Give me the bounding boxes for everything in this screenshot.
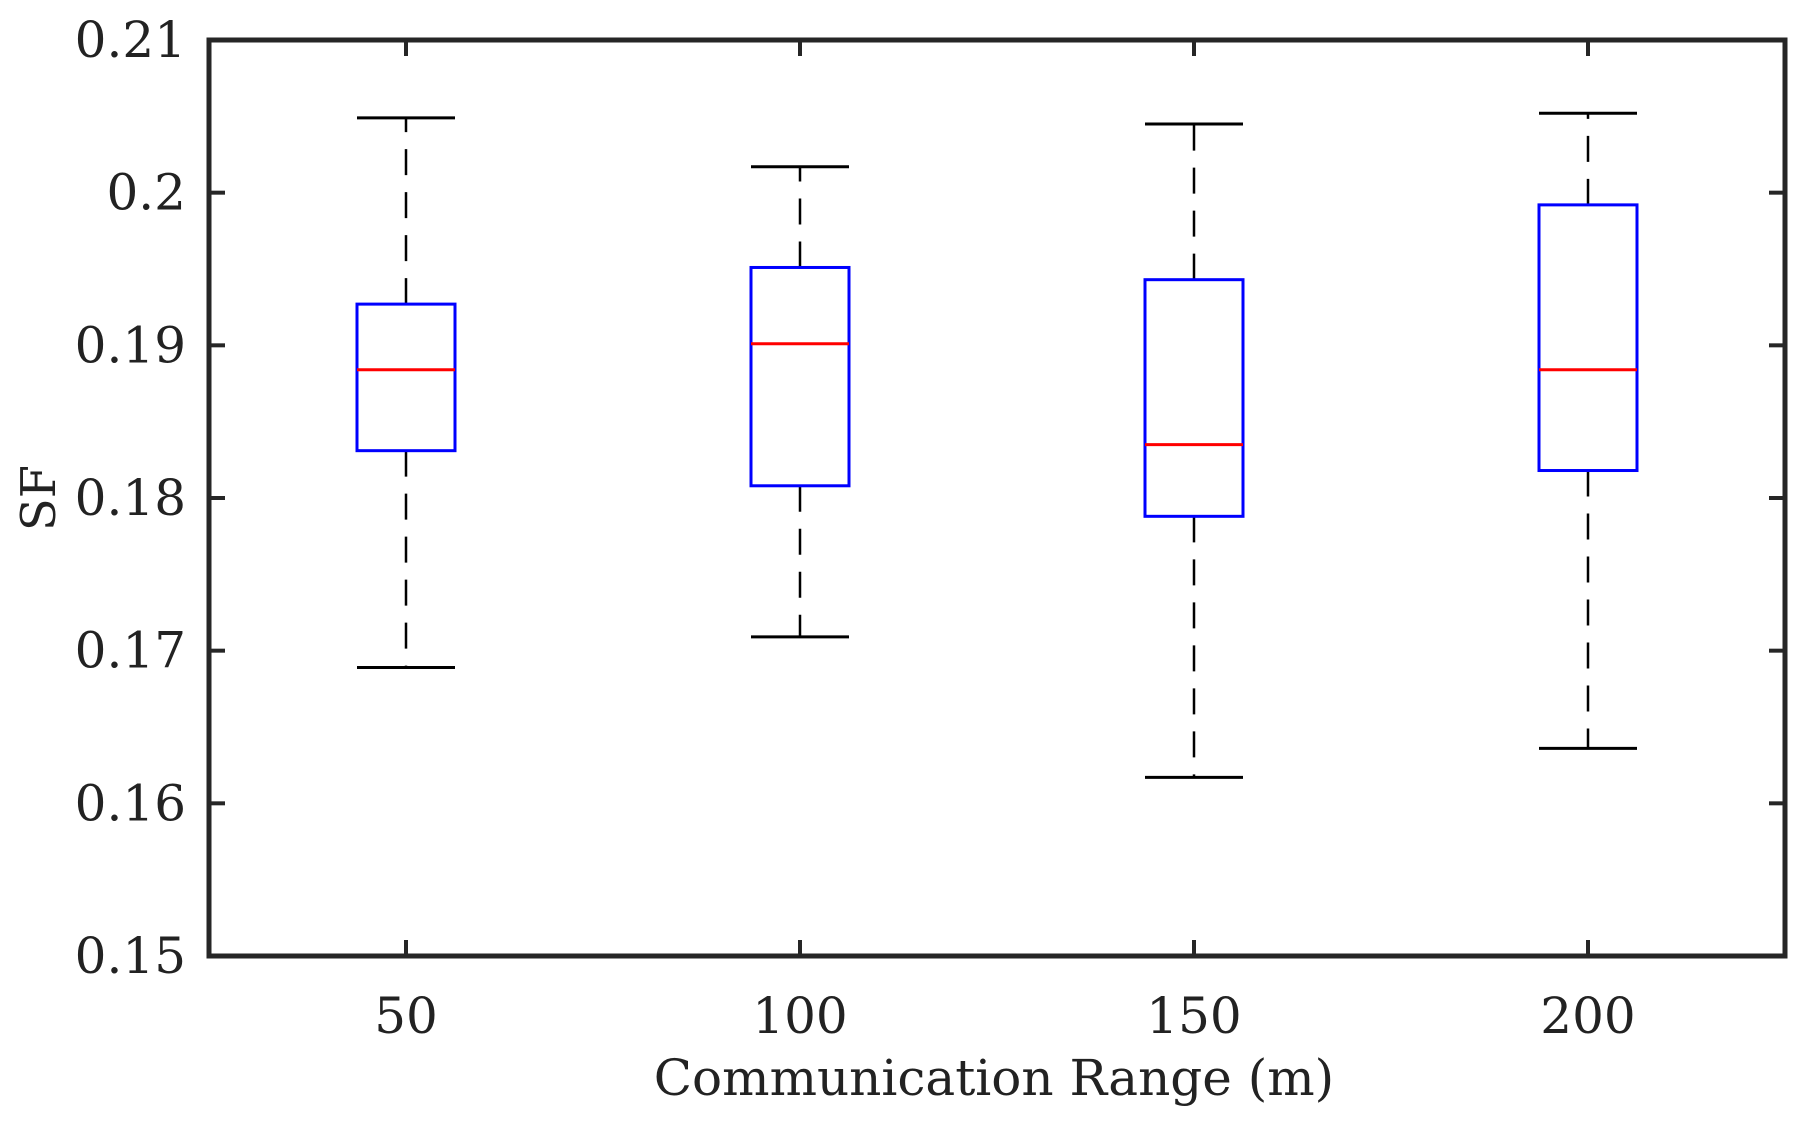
x-tick-label: 150 bbox=[1146, 987, 1241, 1045]
box-group-200 bbox=[1537, 111, 1639, 750]
iqr-box bbox=[355, 302, 457, 453]
y-axis-label: SF bbox=[11, 465, 67, 531]
y-tick-label: 0.17 bbox=[75, 622, 186, 680]
plot-marks bbox=[355, 111, 1639, 779]
y-tick-label: 0.19 bbox=[75, 316, 186, 374]
y-tick-label: 0.15 bbox=[75, 927, 186, 985]
box-group-50 bbox=[355, 116, 457, 669]
x-tick-label: 100 bbox=[752, 987, 847, 1045]
x-axis-label: Communication Range (m) bbox=[654, 1049, 1334, 1107]
y-tick-label: 0.18 bbox=[75, 469, 186, 527]
y-tick-label: 0.21 bbox=[75, 11, 186, 69]
box-group-100 bbox=[749, 165, 851, 639]
x-tick-label: 200 bbox=[1540, 987, 1635, 1045]
axes-frame bbox=[206, 37, 1788, 959]
iqr-box bbox=[749, 265, 851, 488]
x-tick-label: 50 bbox=[374, 987, 438, 1045]
box-group-150 bbox=[1143, 122, 1245, 779]
iqr-box bbox=[1143, 278, 1245, 518]
y-tick-label: 0.16 bbox=[75, 774, 186, 832]
y-tick-label: 0.2 bbox=[106, 164, 186, 222]
iqr-box bbox=[1537, 203, 1639, 473]
axis-ticks: 0.15 0.16 0.17 0.18 0.19 0.2 0.21 50 100 150 200 bbox=[75, 11, 1785, 1045]
